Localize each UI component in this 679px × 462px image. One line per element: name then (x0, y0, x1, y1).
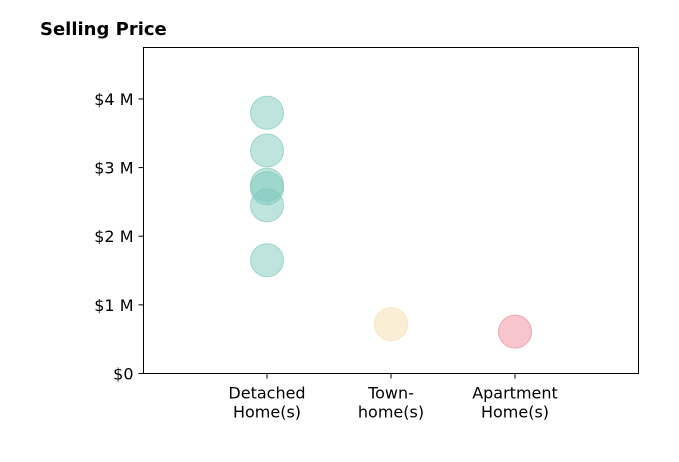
x-tick-label: Town-home(s) (358, 384, 424, 422)
y-tick-label: $0 (113, 365, 133, 384)
y-tick-label: $4 M (94, 90, 133, 109)
data-point (250, 95, 284, 130)
x-tick-label: Apartment Home(s) (472, 384, 558, 422)
x-tick-label: Detached Home(s) (228, 384, 305, 422)
y-tick-label: $1 M (94, 296, 133, 315)
x-tick-label-line: Home(s) (481, 403, 549, 422)
x-tick-label-line: Town- (367, 384, 414, 403)
data-point (250, 133, 284, 168)
x-tick-label-line: home(s) (358, 403, 424, 422)
x-tick-label-line: Apartment (472, 384, 558, 403)
y-tick-label: $3 M (94, 159, 133, 178)
data-point (250, 243, 284, 278)
x-tick-label-line: Detached (228, 384, 305, 403)
y-tick-label: $2 M (94, 227, 133, 246)
x-axis: Detached Home(s)Town-home(s)Apartment Home… (228, 373, 558, 422)
x-tick-label-line: Home(s) (233, 403, 301, 422)
data-point (498, 314, 532, 349)
data-point (374, 307, 408, 342)
data-point (250, 188, 284, 223)
y-axis: $0 $1 M $2 M $3 M $4 M (94, 90, 144, 384)
chart-title: Selling Price (40, 19, 167, 40)
data-points (250, 95, 532, 349)
